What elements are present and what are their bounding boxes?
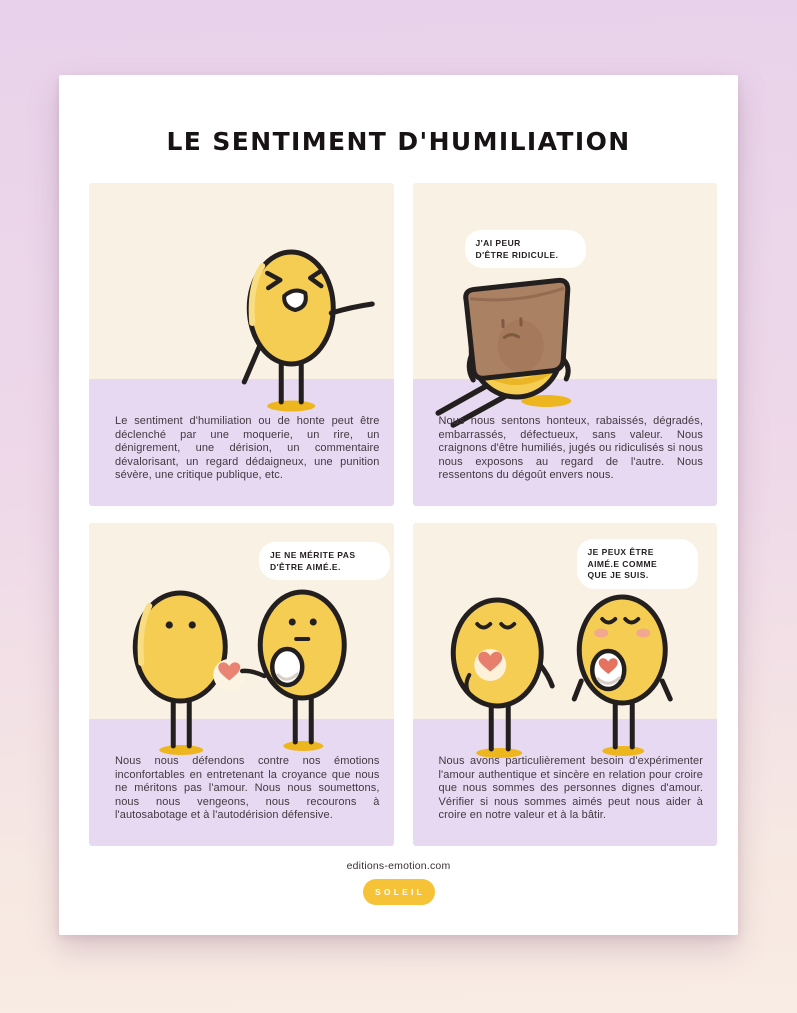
- footer-website-text: editions-emotion.com: [346, 860, 451, 872]
- paper-bag-character-illustration: [435, 277, 571, 428]
- speech-bubble-text: JE PEUX ÊTRE AIMÉ.E COMME QUE JE SUIS.: [587, 547, 658, 580]
- mocking-character-illustration: [241, 249, 375, 412]
- closed-content-eyes: [599, 617, 640, 625]
- panel-caption: Nous avons particulièrement besoin d'exp…: [438, 755, 703, 822]
- blush-right: [635, 628, 650, 638]
- bag-face-frown: [502, 333, 520, 339]
- bag-face-eyes: [500, 317, 523, 328]
- panel-triggers: Le sentiment d'humiliation ou de honte p…: [89, 183, 394, 506]
- panel-caption-background: [89, 379, 394, 506]
- publisher-logo-badge: SOLEIL: [362, 879, 435, 905]
- speech-bubble: JE PEUX ÊTRE AIMÉ.E COMME QUE JE SUIS.: [576, 539, 698, 589]
- comic-panel-grid: Le sentiment d'humiliation ou de honte p…: [89, 183, 717, 846]
- panel-need: JE PEUX ÊTRE AIMÉ.E COMME QUE JE SUIS. N…: [412, 523, 717, 846]
- panel-shame: J'AI PEUR D'ÊTRE RIDICULE. Nous nous sen…: [412, 183, 717, 506]
- laughing-eye-left: [265, 270, 283, 291]
- poster-card: LE SENTIMENT D'HUMILIATION Le sentiment …: [59, 75, 738, 935]
- panel-defenses: JE NE MÉRITE PAS D'ÊTRE AIMÉ.E. Nous nou…: [89, 523, 394, 846]
- panel-caption-background: [89, 719, 394, 846]
- pushing-arm: [240, 668, 267, 679]
- panel-caption: Nous nous sentons honteux, rabaissés, dé…: [438, 415, 703, 482]
- speech-bubble-text: J'AI PEUR D'ÊTRE RIDICULE.: [475, 238, 559, 260]
- speech-bubble-text: JE NE MÉRITE PAS D'ÊTRE AIMÉ.E.: [270, 550, 356, 572]
- panel-caption-background: [412, 719, 717, 846]
- heart-icon: [477, 651, 502, 672]
- self-love-characters-illustration: [450, 594, 673, 758]
- heart-icon: [218, 662, 241, 681]
- paper-bag: [462, 277, 570, 381]
- poster-title: LE SENTIMENT D'HUMILIATION: [166, 127, 631, 156]
- laughing-eye-right: [308, 267, 325, 289]
- publisher-logo-text: SOLEIL: [375, 887, 425, 897]
- blush-left: [593, 628, 608, 638]
- heart-icon: [598, 658, 618, 674]
- speech-bubble: J'AI PEUR D'ÊTRE RIDICULE.: [464, 230, 586, 268]
- speech-bubble: JE NE MÉRITE PAS D'ÊTRE AIMÉ.E.: [259, 542, 390, 580]
- panel-art-background: [89, 183, 394, 379]
- laughing-mouth: [282, 288, 308, 312]
- closed-content-eyes: [474, 622, 516, 630]
- heart-refusal-characters-illustration: [132, 589, 347, 755]
- poster-footer: editions-emotion.com SOLEIL: [59, 860, 738, 905]
- panel-caption: Le sentiment d'humiliation ou de honte p…: [115, 415, 380, 482]
- panel-caption: Nous nous défendons contre nos émotions …: [115, 755, 380, 822]
